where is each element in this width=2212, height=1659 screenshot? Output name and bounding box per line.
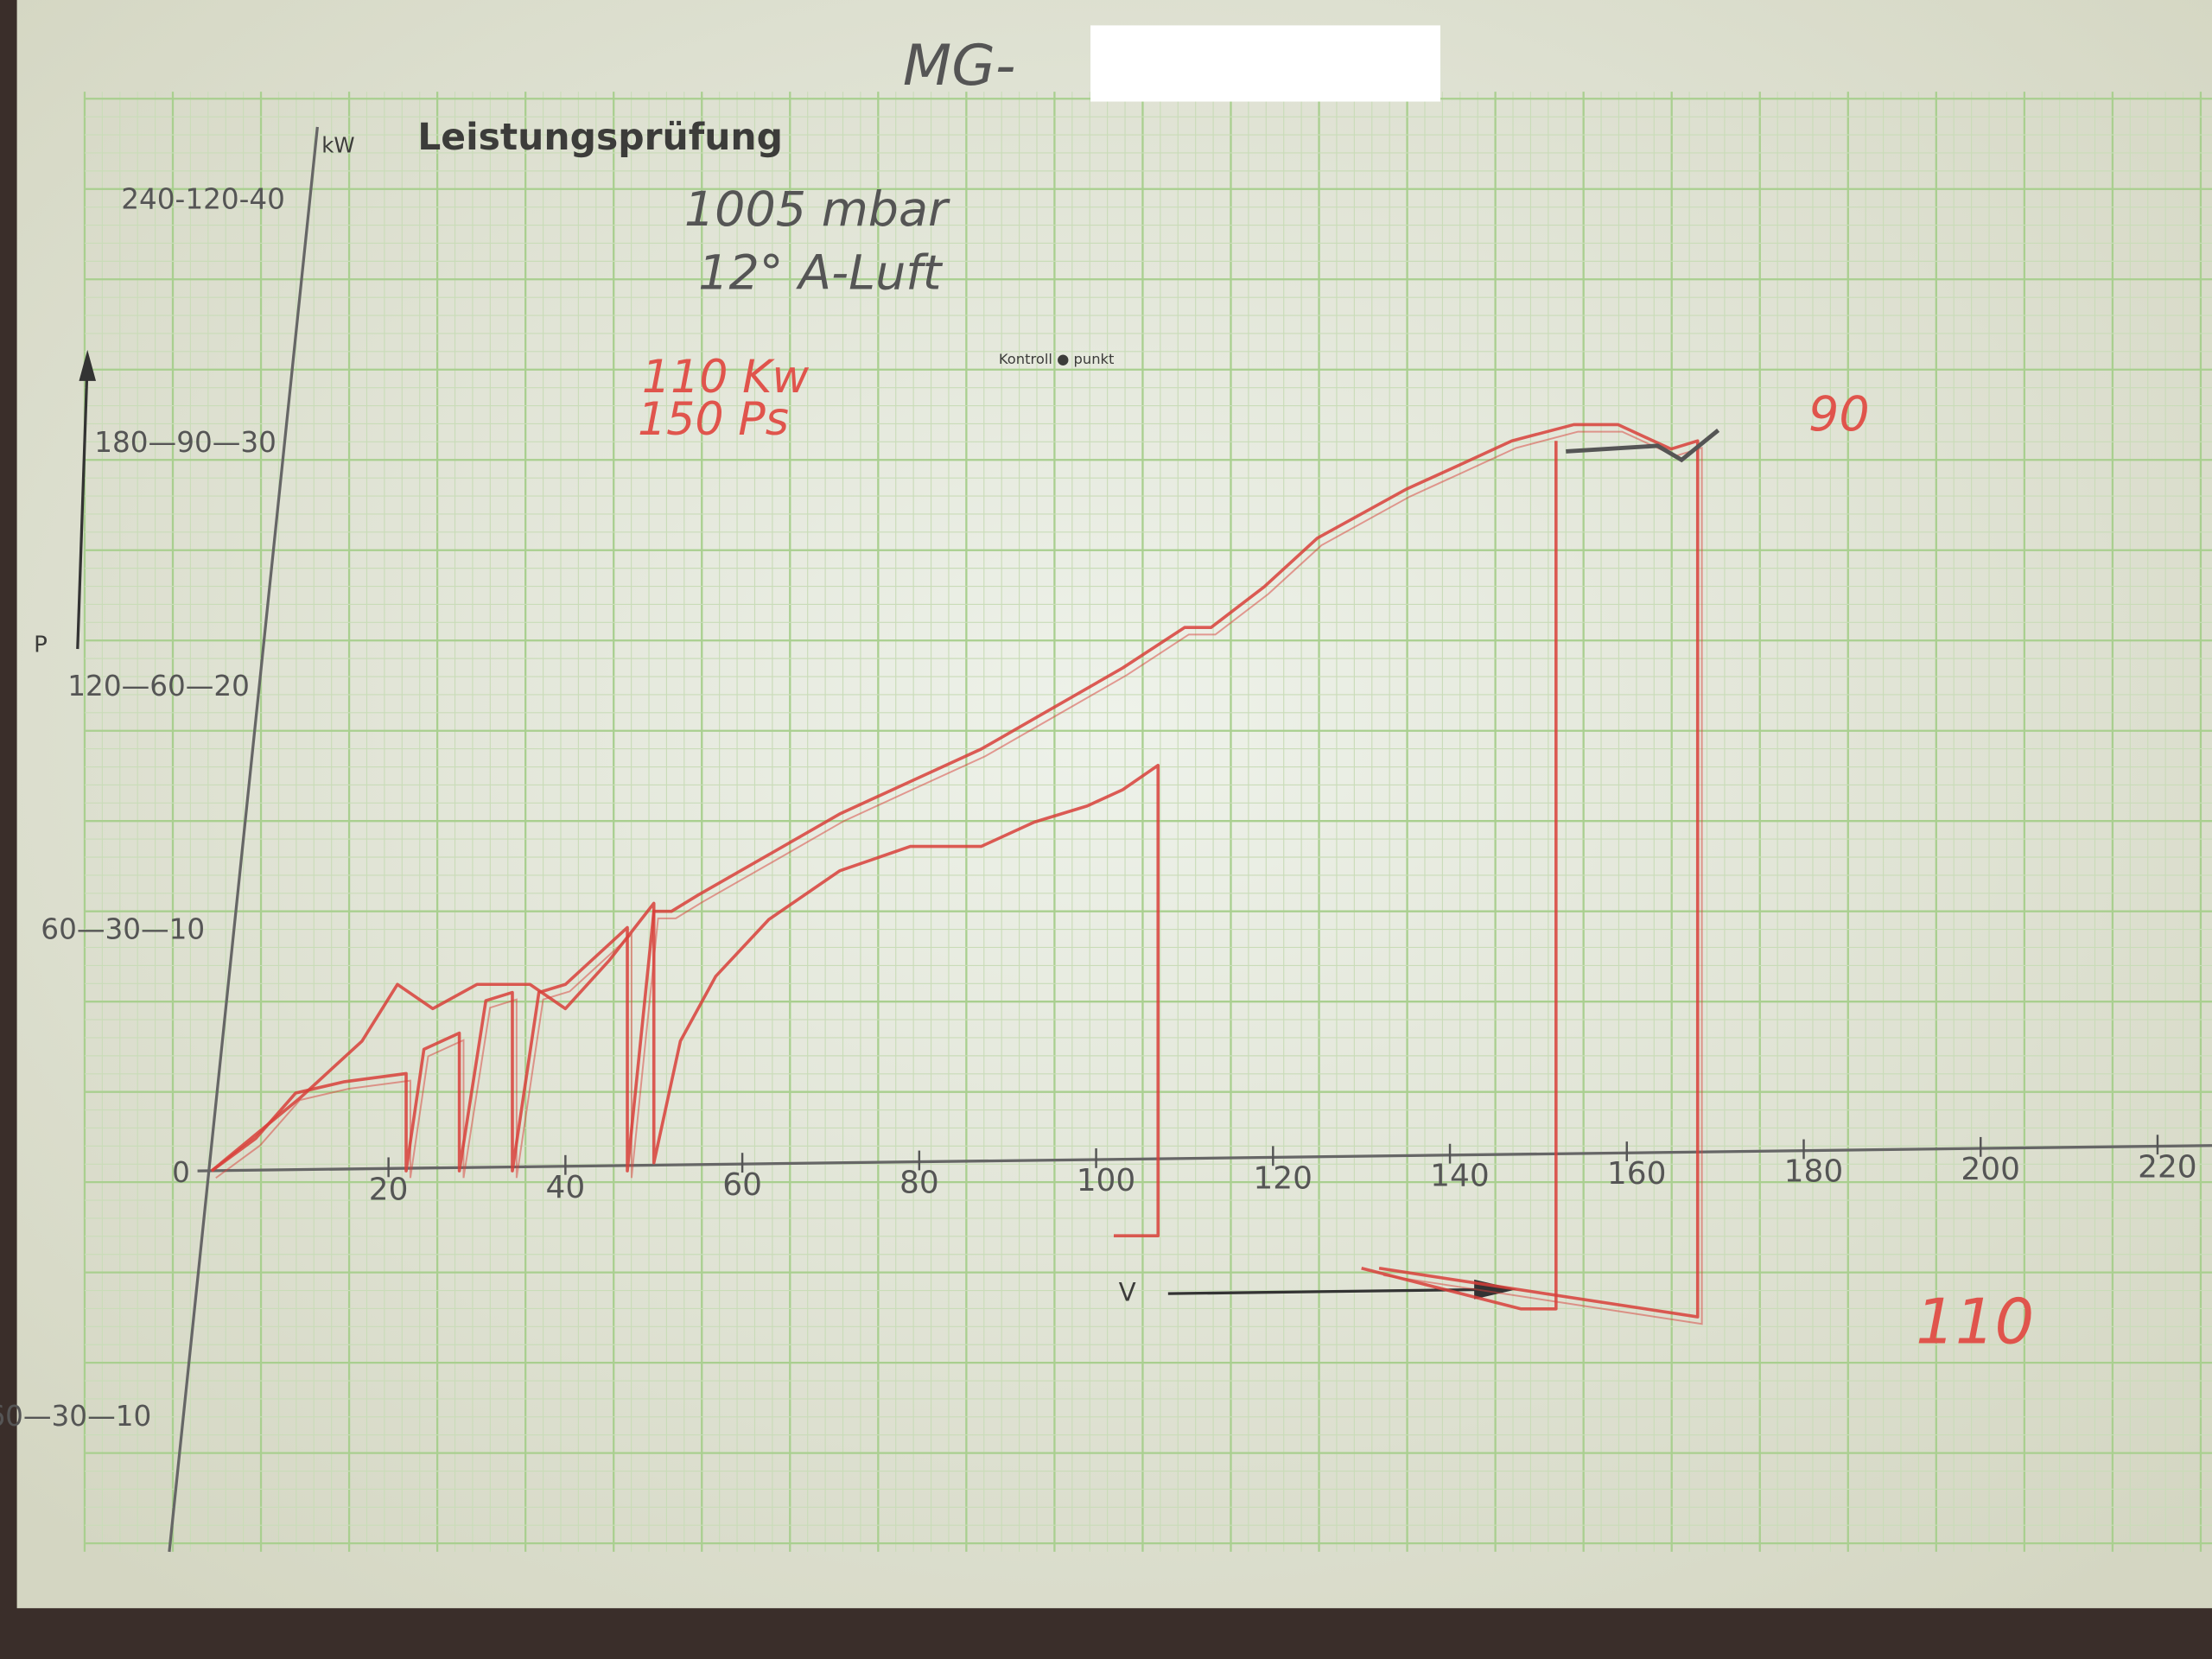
power-ps-note: 150 Ps <box>638 394 789 446</box>
black-pen-mark <box>1566 429 1720 463</box>
power-trace-3 <box>1361 441 1558 1311</box>
power-trace-1 <box>210 423 1700 1319</box>
x-tick-label: 40 <box>546 1170 586 1205</box>
y-arrow-head <box>79 349 97 381</box>
y-tick-label: 60—30—10 <box>0 1400 151 1433</box>
grid <box>83 92 2212 1552</box>
y-tick-label: 60—30—10 <box>41 913 205 946</box>
x-tick-label: 60 <box>722 1167 762 1203</box>
x-tick-label: 20 <box>369 1172 409 1207</box>
y-axis-line <box>168 126 319 1553</box>
y-tick-label: 120—60—20 <box>67 670 250 702</box>
y-tick-label: 240-120-40 <box>121 183 285 216</box>
y-arrow <box>76 359 89 650</box>
x-tick-label: 80 <box>899 1166 939 1201</box>
chart-title: Leistungsprüfung <box>417 117 783 159</box>
power-trace-2 <box>210 763 1160 1237</box>
y-tick-label: 0 <box>172 1156 190 1189</box>
paper <box>16 0 2212 1609</box>
x-tick-label: 220 <box>2138 1149 2197 1185</box>
y-axis-label: P <box>34 632 48 658</box>
unit-label: kW <box>321 132 354 157</box>
x-arrow <box>1167 1287 1496 1295</box>
axes <box>76 126 2212 1553</box>
control-point-label: Kontroll ● punkt <box>999 351 1114 367</box>
redaction-box <box>1090 25 1440 102</box>
power-trace-1-double <box>215 430 1703 1325</box>
x-tick-label: 120 <box>1253 1160 1313 1196</box>
x-tick-label: 180 <box>1784 1154 1844 1190</box>
x-tick-label: 200 <box>1961 1152 2020 1187</box>
power-kw-note: 110 Kw <box>642 352 810 404</box>
traces <box>210 423 1720 1325</box>
x-tick-label: 140 <box>1430 1159 1490 1194</box>
x-axis-line <box>197 1144 2212 1173</box>
x-tick-label: 160 <box>1607 1156 1667 1192</box>
y-tick-label: 180—90—30 <box>94 426 276 459</box>
tick-labels: 20 40 60 80 100 120 140 160 180 200 220 240-120-40 1… <box>0 183 2197 1433</box>
x-axis-label: V <box>1119 1277 1136 1306</box>
pressure-note: 1005 mbar <box>684 181 950 238</box>
right-mark: 110 <box>1916 1285 2034 1357</box>
peak-mark: 90 <box>1808 386 1870 442</box>
x-tick-label: 100 <box>1077 1163 1136 1198</box>
plate-prefix: MG- <box>903 33 1016 99</box>
temperature-note: 12° A-Luft <box>698 245 944 302</box>
